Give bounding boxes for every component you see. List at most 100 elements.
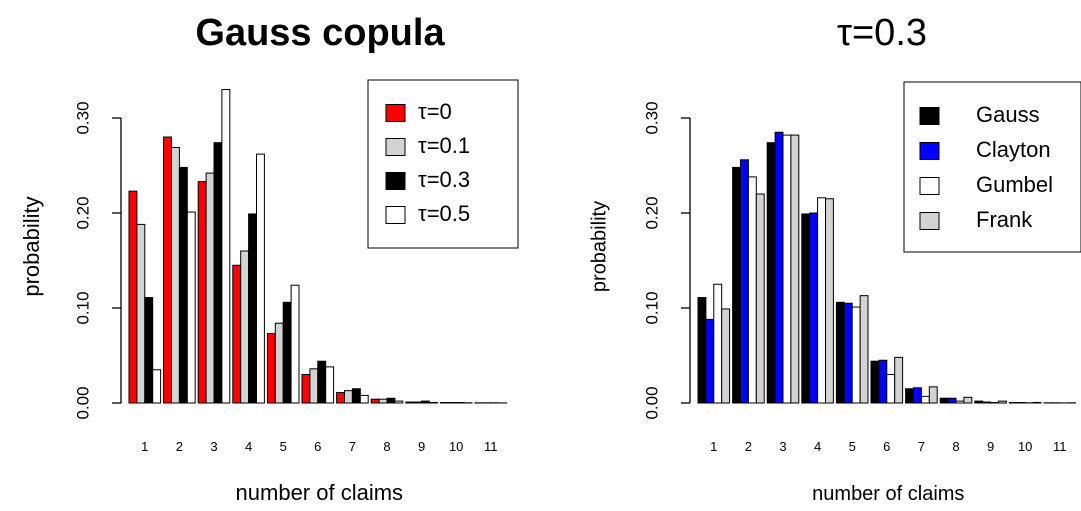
bar xyxy=(956,401,964,403)
bar xyxy=(406,402,414,403)
bar xyxy=(836,302,844,403)
bar xyxy=(929,387,937,403)
bar xyxy=(337,393,345,403)
bar xyxy=(387,398,395,403)
x-tick-label: 5 xyxy=(280,439,287,454)
bar xyxy=(733,167,741,403)
bar xyxy=(791,135,799,403)
bar xyxy=(318,361,326,403)
x-tick-label: 2 xyxy=(745,439,752,454)
legend-label: τ=0.5 xyxy=(418,201,470,226)
legend-swatch xyxy=(920,143,939,160)
x-tick-label: 10 xyxy=(1018,439,1032,454)
x-tick-label: 3 xyxy=(779,439,786,454)
bar xyxy=(233,265,241,403)
chart-panel-1: Gauss copula 0.00 0.10 0.20 0.30 probability n… xyxy=(19,12,518,505)
bar xyxy=(722,309,730,403)
bar xyxy=(379,399,387,403)
bar xyxy=(748,177,756,403)
bar xyxy=(975,401,983,403)
y-tick-label: 0.00 xyxy=(642,386,661,419)
x-tick-label: 10 xyxy=(449,439,463,454)
bar xyxy=(214,143,222,403)
bar xyxy=(895,357,903,403)
bar xyxy=(137,224,145,403)
bar xyxy=(326,367,334,403)
bar xyxy=(818,198,826,403)
legend-label: Clayton xyxy=(976,137,1051,162)
y-tick-label: 0.10 xyxy=(73,291,92,324)
bar xyxy=(906,389,914,403)
legend-label: Gumbel xyxy=(976,172,1053,197)
legend-swatch xyxy=(386,105,405,122)
x-tick-label: 1 xyxy=(141,439,148,454)
bar xyxy=(887,375,895,404)
x-tick-label: 2 xyxy=(176,439,183,454)
bar xyxy=(714,284,722,403)
bar xyxy=(222,90,230,404)
bar xyxy=(345,391,353,403)
bar xyxy=(187,212,195,403)
bar xyxy=(414,402,422,403)
legend-swatch xyxy=(920,108,939,125)
bar xyxy=(291,285,299,403)
bar xyxy=(198,182,206,403)
legend-label: τ=0 xyxy=(418,99,452,124)
bar xyxy=(164,137,172,403)
bar xyxy=(395,401,403,403)
x-tick-label: 8 xyxy=(952,439,959,454)
bar xyxy=(844,303,852,403)
y-axis-label: probability xyxy=(588,201,610,292)
chart-title: τ=0.3 xyxy=(837,12,927,54)
y-tick-label: 0.20 xyxy=(73,196,92,229)
bar xyxy=(921,396,929,403)
bar xyxy=(741,160,749,403)
x-tick-label: 9 xyxy=(987,439,994,454)
bar xyxy=(698,298,706,403)
bar xyxy=(964,397,972,403)
bar xyxy=(999,401,1007,403)
x-axis-label: number of claims xyxy=(236,480,404,505)
x-tick-label: 11 xyxy=(1053,439,1067,454)
bar xyxy=(783,135,791,403)
bar xyxy=(153,370,161,403)
bar xyxy=(826,199,834,403)
bar xyxy=(810,213,818,403)
x-tick-label: 1 xyxy=(710,439,717,454)
x-tick-label: 6 xyxy=(883,439,890,454)
bar xyxy=(860,296,868,403)
bar xyxy=(310,369,318,403)
legend-label: Frank xyxy=(976,207,1033,232)
x-tick-label: 4 xyxy=(814,439,821,454)
y-axis-label: probability xyxy=(19,196,44,296)
y-tick-label: 0.30 xyxy=(73,101,92,134)
x-tick-label: 5 xyxy=(849,439,856,454)
legend-swatch xyxy=(386,173,405,190)
chart-title: Gauss copula xyxy=(195,12,445,54)
bar xyxy=(756,194,764,403)
legend-swatch xyxy=(920,178,939,195)
bar xyxy=(172,147,180,403)
legend-label: Gauss xyxy=(976,102,1040,127)
x-tick-label: 6 xyxy=(314,439,321,454)
legend-swatch xyxy=(386,139,405,156)
bar xyxy=(275,323,283,403)
bar xyxy=(241,251,249,403)
bar xyxy=(775,132,783,403)
bar xyxy=(145,298,153,403)
x-axis-label: number of claims xyxy=(812,483,964,505)
x-tick-label: 4 xyxy=(245,439,252,454)
legend-swatch xyxy=(920,213,939,230)
bar xyxy=(360,395,368,403)
x-tick-label: 7 xyxy=(349,439,356,454)
bar xyxy=(129,191,137,403)
y-tick-label: 0.00 xyxy=(73,386,92,419)
x-tick-label: 7 xyxy=(918,439,925,454)
bar xyxy=(914,388,922,403)
x-tick-label: 8 xyxy=(383,439,390,454)
bar xyxy=(767,143,775,403)
bar xyxy=(371,399,379,403)
